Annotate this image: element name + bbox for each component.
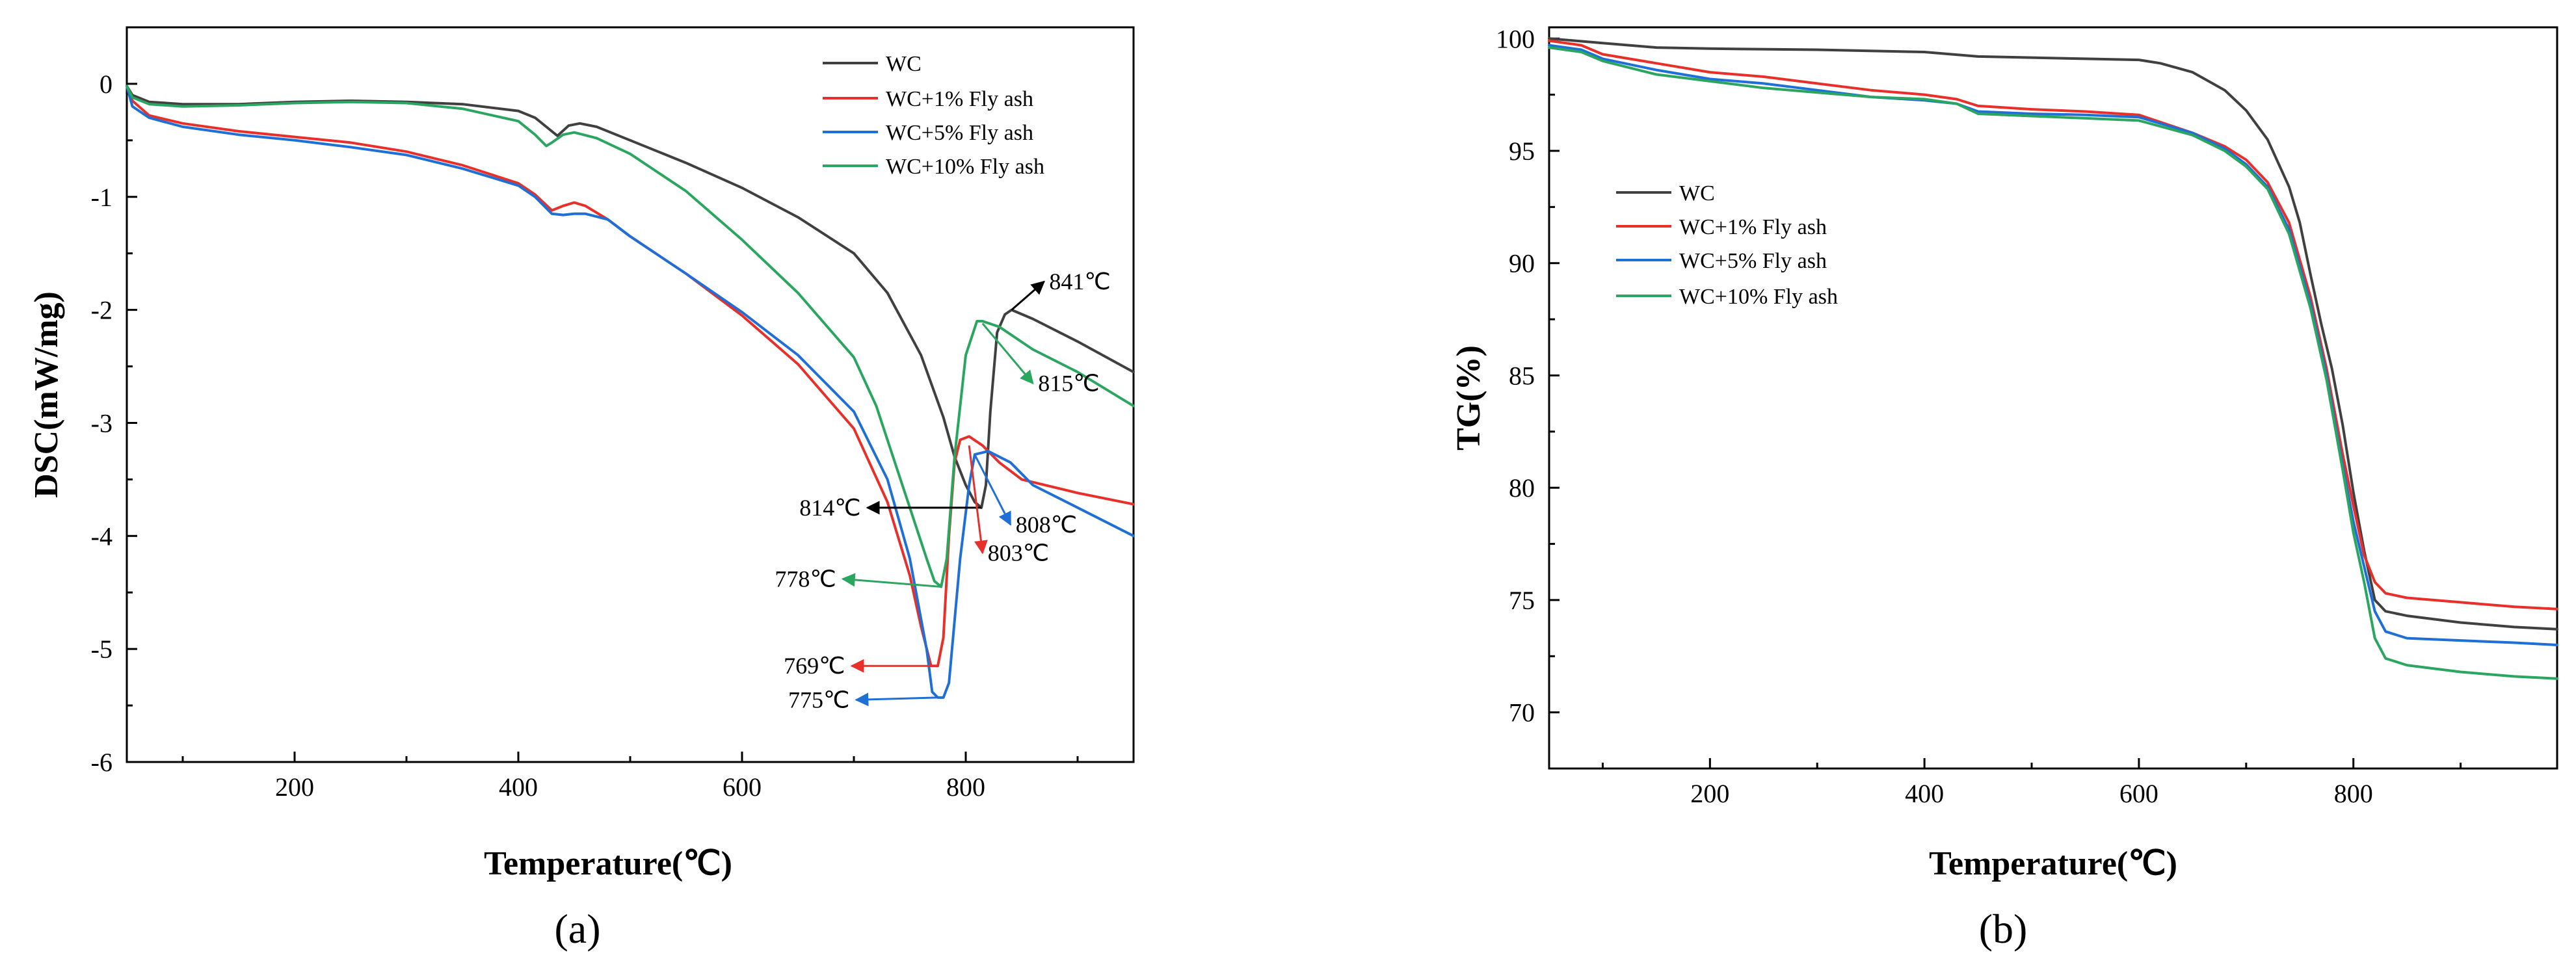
legend-b-label-10pct: WC+10% Fly ash [1679, 285, 1838, 309]
panel-a: 200 400 600 800 0 -1 -2 -3 -4 -5 -6 841℃ 815℃ 814℃ 80… [28, 26, 1135, 952]
y-tick-label: -3 [91, 408, 113, 438]
panel-a-x-axis-label: Temperature(℃) [484, 845, 732, 882]
legend-b-label-5pct: WC+5% Fly ash [1679, 249, 1827, 273]
x-tick-label: 600 [2119, 779, 2158, 808]
annotation-arrow [1011, 280, 1045, 311]
panel-a-legend: WC WC+1% Fly ash WC+5% Fly ash WC+10% Fl… [823, 52, 1044, 179]
series-line-2 [126, 85, 1135, 668]
x-tick-label: 400 [1905, 779, 1944, 808]
series-line-3 [1548, 44, 2558, 646]
annotation-label: 814℃ [799, 495, 860, 521]
annotation-label: 841℃ [1049, 269, 1110, 295]
annotation-label: 769℃ [784, 653, 845, 679]
annotation-label: 775℃ [788, 687, 849, 713]
annotation-label: 803℃ [988, 540, 1049, 566]
y-tick-label: -5 [91, 635, 113, 664]
panel-b-legend: WC WC+1% Fly ash WC+5% Fly ash WC+10% Fl… [1616, 181, 1838, 309]
series-line-4 [126, 85, 1135, 588]
series-line-4 [1548, 46, 2558, 680]
annotation-arrow [855, 692, 938, 707]
x-tick-label: 800 [946, 772, 985, 802]
annotation-arrow [981, 322, 1034, 385]
legend-a-label-10pct: WC+10% Fly ash [886, 155, 1044, 179]
panel-b-tick-labels: 200 400 600 800 100 95 90 85 80 75 70 [1496, 24, 2373, 808]
y-tick-label: -4 [91, 521, 113, 551]
x-tick-label: 800 [2334, 779, 2373, 808]
panel-a-series [126, 85, 1135, 699]
panel-b-ticks [1549, 37, 2462, 768]
annotation-label: 815℃ [1038, 371, 1099, 397]
x-tick-label: 400 [499, 772, 538, 802]
panel-b-series [1548, 37, 2558, 680]
y-tick-label: -1 [91, 183, 113, 212]
x-tick-label: 200 [275, 772, 314, 802]
panel-a-tick-labels: 200 400 600 800 0 -1 -2 -3 -4 -5 -6 [91, 70, 985, 802]
panel-b-y-axis-label: TG(%) [1450, 345, 1487, 451]
legend-a-label-1pct: WC+1% Fly ash [886, 87, 1033, 111]
x-tick-label: 200 [1690, 779, 1729, 808]
y-tick-label: 70 [1509, 698, 1535, 728]
y-tick-label: -2 [91, 296, 113, 325]
panel-b: 200 400 600 800 100 95 90 85 80 75 70 WC WC+1% Fly… [1450, 24, 2558, 952]
annotation-label: 778℃ [775, 566, 836, 592]
series-line-2 [1548, 39, 2558, 611]
annotation-arrow [841, 573, 942, 588]
y-tick-label: -6 [91, 748, 113, 777]
x-tick-label: 600 [723, 772, 762, 802]
y-tick-label: 85 [1509, 361, 1535, 390]
panel-a-ticks [127, 83, 1079, 763]
panel-b-plot-frame [1548, 26, 2558, 770]
y-tick-label: 95 [1509, 137, 1535, 166]
annotation-arrow [974, 454, 1012, 526]
y-tick-label: 80 [1509, 473, 1535, 503]
y-tick-label: 0 [100, 70, 113, 99]
legend-a-label-wc: WC [886, 52, 922, 76]
legend-b-label-wc: WC [1679, 181, 1715, 205]
panel-a-y-axis-label: DSC(mW/mg) [28, 291, 65, 498]
panel-b-label: (b) [1979, 906, 2028, 952]
y-tick-label: 90 [1509, 249, 1535, 278]
annotation-label: 808℃ [1016, 512, 1077, 538]
series-line-3 [126, 85, 1135, 699]
panel-b-x-axis-label: Temperature(℃) [1929, 845, 2177, 882]
panel-a-label: (a) [554, 906, 600, 952]
y-tick-label: 75 [1509, 586, 1535, 615]
legend-b-label-1pct: WC+1% Fly ash [1679, 215, 1827, 239]
annotation-arrow [968, 445, 988, 555]
y-tick-label: 100 [1496, 24, 1535, 53]
series-line-1 [1548, 37, 2558, 631]
legend-a-label-5pct: WC+5% Fly ash [886, 121, 1033, 145]
